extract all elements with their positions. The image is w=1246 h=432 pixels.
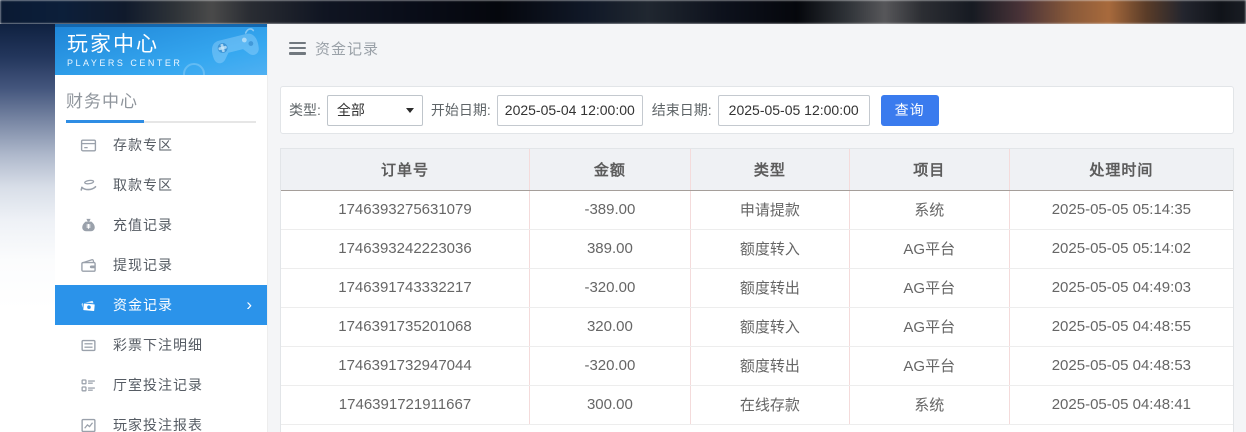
report-chart-icon	[80, 417, 97, 432]
brand-title: 玩家中心	[67, 33, 159, 56]
table-row: 1746393275631079 -389.00 申请提款 系统 2025-05-05 …	[281, 190, 1233, 230]
table-row: 1746393242223036 389.00 额度转入 AG平台 2025-05-05…	[281, 229, 1233, 269]
sidebar-item-label: 厅室投注记录	[113, 377, 203, 393]
table-cell: 1746391721911667	[281, 385, 530, 425]
table-cell: 2025-05-05 04:49:03	[1009, 268, 1233, 308]
table-cell: 300.00	[529, 385, 691, 425]
sidebar: 玩家中心 PLAYERS CENTER 财务中心 存款专区取款专区充值记录提现记…	[55, 24, 268, 432]
table-row: 1746391735201068 320.00 额度转入 AG平台 2025-05-05…	[281, 307, 1233, 347]
sidebar-item-hall-bet-records[interactable]: 厅室投注记录	[55, 365, 267, 405]
table-cell: 额度转入	[690, 229, 850, 269]
sidebar-item-label: 取款专区	[113, 177, 173, 193]
sidebar-item-label: 充值记录	[113, 217, 173, 233]
table-cell: AG平台	[849, 268, 1010, 308]
table-cell: AG平台	[849, 346, 1010, 386]
sidebar-item-recharge-records[interactable]: 充值记录	[55, 205, 267, 245]
table-cell: 1746391743332217	[281, 268, 530, 308]
page-title: 资金记录	[315, 40, 380, 58]
breadcrumb: 资金记录	[268, 24, 1246, 86]
table-row: 1746391721911667 300.00 在线存款 系统 2025-05-05 0…	[281, 385, 1233, 425]
sidebar-item-deposit-zone[interactable]: 存款专区	[55, 125, 267, 165]
table-row: 1746391743332217 -320.00 额度转出 AG平台 2025-05-0…	[281, 268, 1233, 308]
sidebar-item-label: 玩家投注报表	[113, 417, 203, 432]
table-cell: -320.00	[529, 268, 691, 308]
end-date-label: 结束日期:	[651, 102, 712, 118]
table-cell: 2025-05-05 04:48:55	[1009, 307, 1233, 347]
sidebar-section-header: 财务中心	[55, 75, 267, 125]
table-cell: 1746391732947044	[281, 346, 530, 386]
hamburger-icon	[289, 41, 306, 55]
sidebar-item-label: 资金记录	[113, 297, 173, 313]
table-row: 1746391732947044 -320.00 额度转出 AG平台 2025-05-0…	[281, 346, 1233, 386]
records-table-card: 订单号 金额 类型 项目 处理时间 1746393275631079 -389.00 申请提…	[280, 148, 1234, 432]
sidebar-item-fund-records[interactable]: 资金记录 ›	[55, 285, 267, 325]
table-cell: 2025-05-05 04:48:41	[1009, 385, 1233, 425]
main-content: 资金记录 类型: 全部 开始日期: 结束日期: 查询 订单号金额类型项目处理时间…	[268, 24, 1246, 432]
deposit-card-icon	[80, 137, 97, 154]
type-label: 类型:	[289, 102, 321, 118]
table-cell: 额度转出	[690, 346, 850, 386]
table-cell: 系统	[849, 385, 1010, 425]
filter-bar: 类型: 全部 开始日期: 结束日期: 查询	[280, 86, 1234, 134]
section-underline	[66, 120, 256, 123]
table-cell: 1746391735201068	[281, 307, 530, 347]
lottery-list-icon	[80, 337, 97, 354]
table-body: 1746393275631079 -389.00 申请提款 系统 2025-05-05 …	[281, 190, 1233, 425]
table-cell: AG平台	[849, 307, 1010, 347]
top-window-strip	[0, 0, 1246, 24]
table-cell: -389.00	[529, 190, 691, 230]
sidebar-item-label: 存款专区	[113, 137, 173, 153]
start-date-input[interactable]	[496, 94, 643, 126]
chevron-right-icon: ›	[246, 294, 252, 314]
table-cell: AG平台	[849, 229, 1010, 269]
hall-bet-list-icon	[80, 377, 97, 394]
type-select-wrap: 全部	[326, 94, 423, 126]
table-cell: 系统	[849, 190, 1010, 230]
table-cell: 额度转出	[690, 268, 850, 308]
search-button[interactable]: 查询	[880, 94, 939, 126]
table-cell: 额度转入	[690, 307, 850, 347]
sidebar-brand-header: 玩家中心 PLAYERS CENTER	[55, 24, 267, 75]
column-header: 金额	[529, 149, 691, 191]
sidebar-item-withdraw-records[interactable]: 提现记录	[55, 245, 267, 285]
column-header: 类型	[690, 149, 850, 191]
table-cell: 2025-05-05 05:14:35	[1009, 190, 1233, 230]
column-header: 订单号	[281, 149, 530, 191]
money-bag-icon	[80, 217, 97, 234]
column-header: 处理时间	[1009, 149, 1233, 191]
table-cell: 1746393275631079	[281, 190, 530, 230]
sidebar-item-label: 提现记录	[113, 257, 173, 273]
wallet-icon	[80, 257, 97, 274]
section-title: 财务中心	[66, 92, 138, 111]
start-date-label: 开始日期:	[430, 102, 491, 118]
table-header-row: 订单号 金额 类型 项目 处理时间	[281, 149, 1233, 191]
table-cell: 389.00	[529, 229, 691, 269]
records-table: 订单号 金额 类型 项目 处理时间 1746393275631079 -389.00 申请提…	[281, 149, 1233, 425]
sidebar-item-withdraw-zone[interactable]: 取款专区	[55, 165, 267, 205]
sidebar-item-label: 彩票下注明细	[113, 337, 203, 353]
table-cell: 在线存款	[690, 385, 850, 425]
column-header: 项目	[849, 149, 1010, 191]
page-background-fade	[0, 24, 55, 432]
sidebar-item-lottery-bet-detail[interactable]: 彩票下注明细	[55, 325, 267, 365]
type-select[interactable]: 全部	[326, 94, 423, 126]
sidebar-menu: 存款专区取款专区充值记录提现记录资金记录 › 彩票下注明细 厅室投注记录 玩家投注报表	[55, 125, 267, 432]
table-cell: 申请提款	[690, 190, 850, 230]
table-cell: 2025-05-05 05:14:02	[1009, 229, 1233, 269]
table-cell: 320.00	[529, 307, 691, 347]
table-cell: 1746393242223036	[281, 229, 530, 269]
table-cell: 2025-05-05 04:48:53	[1009, 346, 1233, 386]
end-date-input[interactable]	[717, 94, 870, 126]
table-cell: -320.00	[529, 346, 691, 386]
cash-record-icon	[80, 297, 97, 314]
withdraw-hand-icon	[80, 177, 97, 194]
brand-subtitle: PLAYERS CENTER	[67, 58, 183, 68]
game-controller-icon	[211, 28, 259, 64]
sidebar-item-player-bet-report[interactable]: 玩家投注报表	[55, 405, 267, 432]
brand-watermark-circle	[183, 63, 205, 75]
